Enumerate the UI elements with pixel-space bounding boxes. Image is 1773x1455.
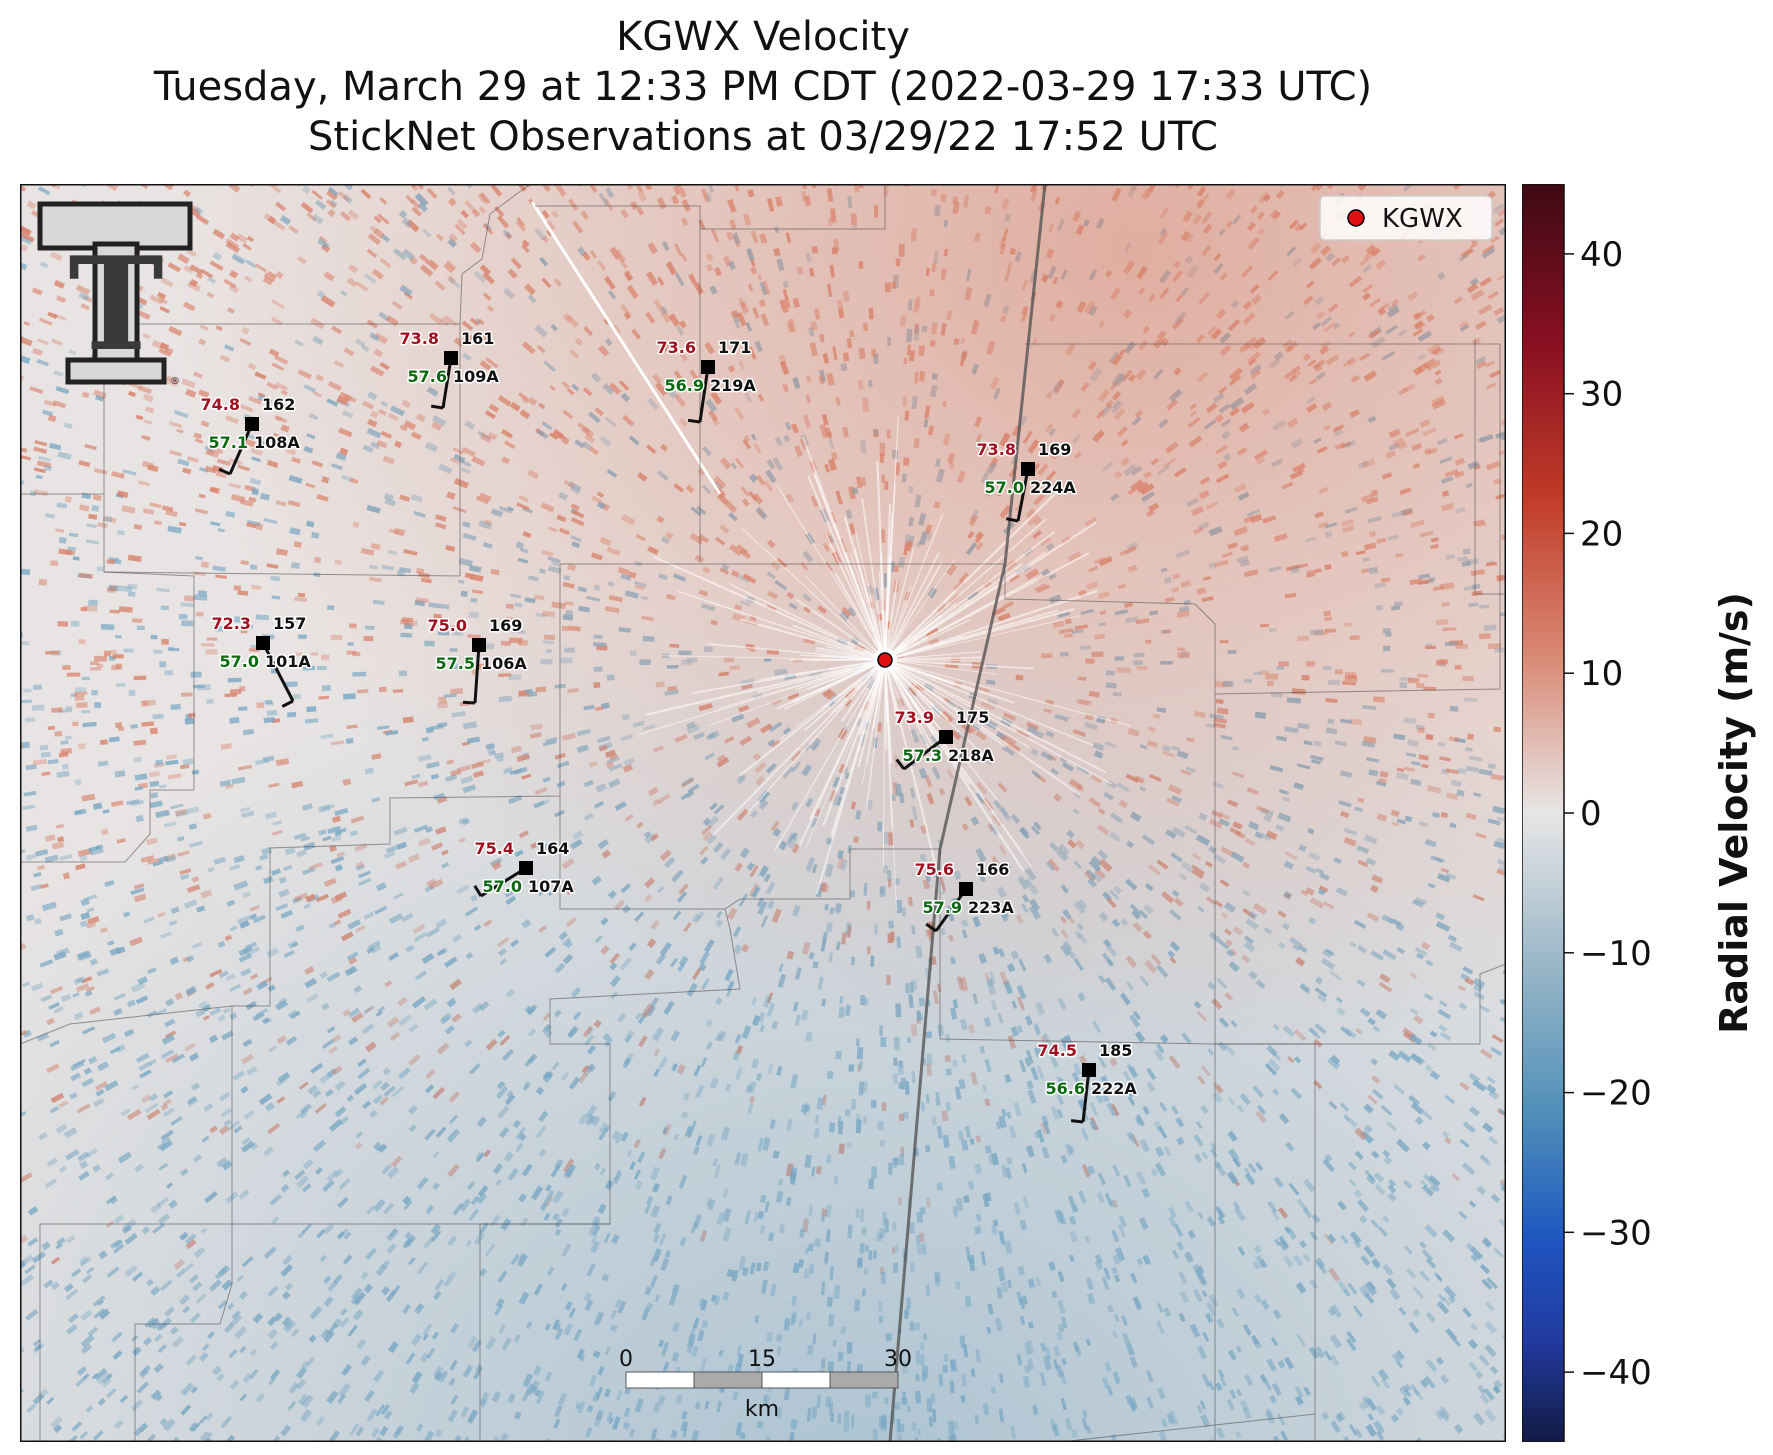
title-line-2: Tuesday, March 29 at 12:33 PM CDT (2022-… — [153, 64, 1373, 110]
title-line-3: StickNet Observations at 03/29/22 17:52 … — [308, 114, 1218, 160]
title-line-1: KGWX Velocity — [616, 14, 910, 60]
figure-title: KGWX Velocity Tuesday, March 29 at 12:33… — [18, 12, 1508, 162]
